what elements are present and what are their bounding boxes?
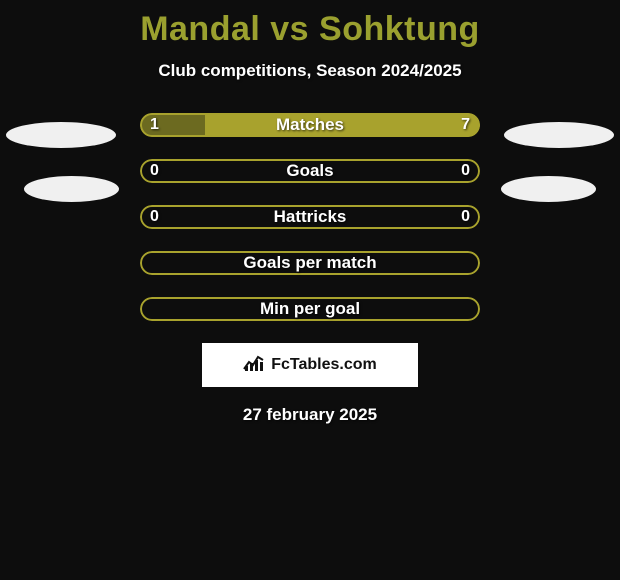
- stats-card: Mandal vs Sohktung Club competitions, Se…: [0, 0, 620, 580]
- source-badge[interactable]: FcTables.com: [202, 343, 418, 387]
- chart-icon: [243, 354, 265, 377]
- metric-row: Min per goal: [0, 297, 620, 321]
- metric-label: Min per goal: [140, 297, 480, 321]
- metric-bar: Goals0 0: [140, 159, 480, 183]
- card-date: 27 february 2025: [0, 405, 620, 425]
- metric-row: Goals0 0: [0, 159, 620, 183]
- metric-bar: Min per goal: [140, 297, 480, 321]
- metric-label: Hattricks: [140, 205, 480, 229]
- metric-label: Matches: [140, 113, 480, 137]
- badge-text: FcTables.com: [271, 356, 377, 374]
- metric-row: Goals per match: [0, 251, 620, 275]
- card-title: Mandal vs Sohktung: [0, 0, 620, 49]
- metric-label: Goals: [140, 159, 480, 183]
- metric-row: Matches1 7: [0, 113, 620, 137]
- metric-value-right: 0: [461, 159, 470, 183]
- metric-bar: Hattricks0 0: [140, 205, 480, 229]
- metric-value-right: 7: [461, 113, 470, 137]
- metric-value-left: 1: [150, 113, 159, 137]
- metric-row: Hattricks0 0: [0, 205, 620, 229]
- metric-bar: Matches1 7: [140, 113, 480, 137]
- metric-value-right: 0: [461, 205, 470, 229]
- metric-bar: Goals per match: [140, 251, 480, 275]
- card-subtitle: Club competitions, Season 2024/2025: [0, 61, 620, 81]
- metric-value-left: 0: [150, 159, 159, 183]
- metric-label: Goals per match: [140, 251, 480, 275]
- metrics-rows: Matches17Goals00Hattricks00Goals per mat…: [0, 113, 620, 321]
- metric-value-left: 0: [150, 205, 159, 229]
